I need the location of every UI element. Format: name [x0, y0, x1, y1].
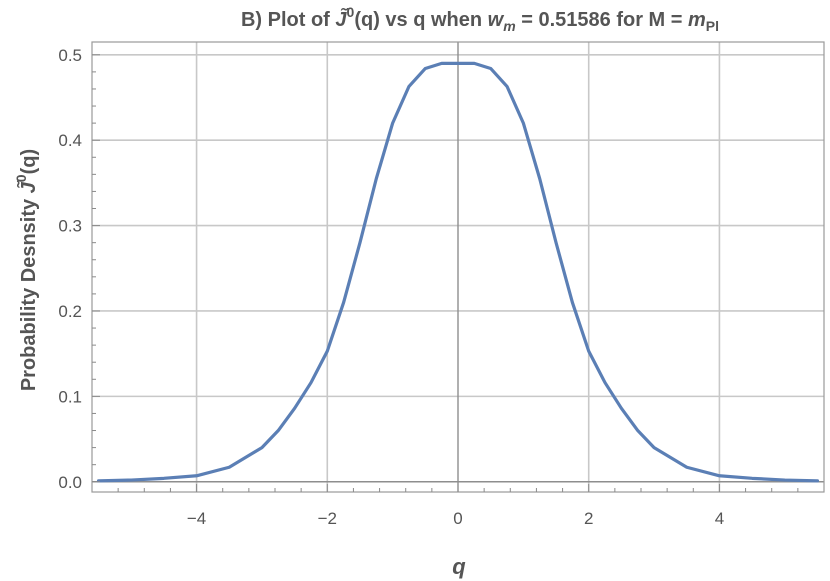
- title-param-value: = 0.51586 for M =: [516, 9, 688, 31]
- y-tick-label-4: 0.4: [58, 131, 82, 150]
- y-tick-label-0: 0.0: [58, 473, 82, 492]
- x-tick-label-2: 0: [453, 509, 462, 528]
- y-tick-label-1: 0.1: [58, 387, 82, 406]
- title-superscript: 0: [347, 4, 355, 20]
- y-label-symbol: J̃: [16, 180, 40, 194]
- chart-title: B) Plot of J̃0(q) vs q when wm = 0.51586…: [241, 4, 719, 34]
- x-tick-label-3: 2: [584, 509, 593, 528]
- y-axis-label: Probability Desnsity J̃0(q): [13, 149, 40, 391]
- x-tick-label-1: −2: [318, 509, 337, 528]
- x-axis-label: q: [452, 554, 466, 579]
- title-param-subscript: m: [503, 18, 515, 34]
- title-mass-subscript: Pl: [706, 18, 719, 34]
- x-tick-label-4: 4: [715, 509, 724, 528]
- frame-layer: [91, 41, 825, 493]
- x-tick-label-0: −4: [187, 509, 206, 528]
- y-tick-label-3: 0.3: [58, 217, 82, 236]
- title-middle: (q) vs q when: [354, 9, 487, 31]
- title-param-symbol: w: [488, 9, 505, 31]
- y-label-suffix: (q): [18, 149, 40, 175]
- tick-label-layer: −4 −2 0 2 4 0.0 0.1 0.2 0.3 0.4 0.5: [58, 46, 724, 528]
- axis-layer: [92, 42, 824, 492]
- y-tick-label-2: 0.2: [58, 302, 82, 321]
- series-layer: [96, 61, 820, 483]
- y-label-prefix: Probability Desnsity: [18, 193, 40, 391]
- title-mass-symbol: m: [688, 9, 706, 31]
- y-label-superscript: 0: [13, 174, 29, 182]
- series-line-0: [96, 61, 820, 483]
- title-prefix: B) Plot of: [241, 9, 335, 31]
- title-symbol: J̃: [335, 7, 349, 31]
- y-tick-label-5: 0.5: [58, 46, 82, 65]
